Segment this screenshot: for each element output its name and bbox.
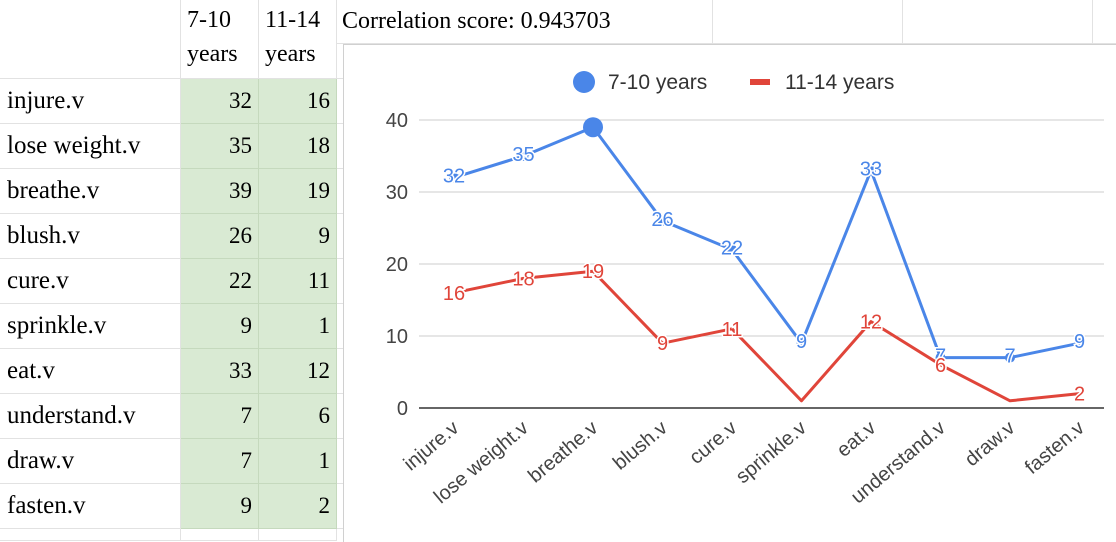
data-label: 7 (1004, 346, 1015, 368)
row-label-cell[interactable]: lose weight.v (0, 124, 181, 169)
data-label: 11 (722, 319, 743, 341)
data-label: 9 (1074, 331, 1085, 353)
y-tick-label: 30 (386, 182, 408, 204)
data-label: 32 (443, 166, 465, 188)
x-tick-label: eat.v (833, 417, 880, 462)
empty-cell[interactable] (259, 529, 337, 541)
empty-cell[interactable] (181, 529, 259, 541)
data-label: 19 (582, 261, 604, 283)
header-cell-a[interactable] (0, 0, 181, 79)
x-tick-label: blush.v (609, 417, 672, 475)
legend-marker-11-14-years (750, 79, 770, 85)
legend-label-7-10-years: 7-10 years (608, 71, 707, 94)
empty-cell[interactable] (1093, 0, 1116, 44)
data-label: 26 (651, 209, 673, 231)
data-label: 9 (657, 333, 668, 355)
value-cell-7-10[interactable]: 35 (181, 124, 259, 169)
data-label: 6 (935, 355, 946, 377)
header-cell-11-14[interactable]: 11-14 years (259, 0, 337, 79)
data-point (657, 215, 668, 226)
data-label: 33 (860, 158, 882, 180)
value-cell-11-14[interactable]: 1 (259, 439, 337, 484)
data-point (449, 172, 459, 183)
empty-cell[interactable] (713, 0, 903, 44)
y-tick-label: 20 (386, 254, 408, 276)
data-label: 35 (512, 144, 534, 166)
data-point (1074, 338, 1085, 349)
legend-marker-7-10-years (573, 71, 595, 93)
value-cell-7-10[interactable]: 39 (181, 169, 259, 214)
y-tick-label: 10 (386, 326, 408, 348)
value-cell-11-14[interactable]: 6 (259, 394, 337, 439)
x-tick-label: breathe.v (524, 417, 602, 487)
x-tick-label: draw.v (961, 417, 1019, 471)
data-point (1005, 352, 1015, 363)
data-point (866, 165, 876, 176)
value-cell-7-10[interactable]: 22 (181, 259, 259, 304)
value-cell-7-10[interactable]: 32 (181, 79, 259, 124)
value-cell-7-10[interactable]: 9 (181, 304, 259, 349)
y-tick-label: 40 (386, 110, 408, 132)
row-label-cell[interactable]: injure.v (0, 79, 181, 124)
series-line-7-10-years (453, 125, 1080, 360)
row-label-cell[interactable]: fasten.v (0, 484, 181, 529)
value-cell-7-10[interactable]: 33 (181, 349, 259, 394)
value-cell-7-10[interactable]: 26 (181, 214, 259, 259)
value-cell-11-14[interactable]: 12 (259, 349, 337, 394)
data-label: 9 (796, 331, 807, 353)
value-cell-11-14[interactable]: 18 (259, 124, 337, 169)
data-label: 22 (721, 238, 743, 260)
x-tick-label: fasten.v (1021, 417, 1089, 479)
row-label-cell[interactable]: blush.v (0, 214, 181, 259)
x-tick-label: cure.v (685, 417, 741, 469)
row-label-cell[interactable]: draw.v (0, 439, 181, 484)
row-label-cell[interactable]: understand.v (0, 394, 181, 439)
y-tick-label: 0 (397, 398, 408, 420)
legend-label-11-14-years: 11-14 years (785, 71, 894, 94)
series-line-11-14-years (453, 269, 1080, 403)
value-cell-11-14[interactable]: 1 (259, 304, 337, 349)
value-cell-7-10[interactable]: 9 (181, 484, 259, 529)
x-tick-label: injure.v (400, 417, 464, 475)
value-cell-11-14[interactable]: 19 (259, 169, 337, 214)
data-label: 12 (860, 312, 882, 334)
value-cell-11-14[interactable]: 2 (259, 484, 337, 529)
value-cell-7-10[interactable]: 7 (181, 394, 259, 439)
row-label-cell[interactable]: cure.v (0, 259, 181, 304)
row-label-cell[interactable]: breathe.v (0, 169, 181, 214)
data-point (796, 338, 807, 349)
data-point (935, 352, 946, 363)
data-point-highlighted (583, 117, 603, 138)
header-cell-7-10[interactable]: 7-10 years (181, 0, 259, 79)
correlation-cell[interactable]: Correlation score: 0.943703 (337, 0, 713, 44)
data-label: 2 (1074, 384, 1085, 406)
empty-cell[interactable] (903, 0, 1093, 44)
value-cell-11-14[interactable]: 9 (259, 214, 337, 259)
row-label-cell[interactable]: sprinkle.v (0, 304, 181, 349)
x-tick-label: sprinkle.v (732, 417, 811, 488)
data-point (518, 151, 529, 161)
data-point (727, 244, 737, 255)
data-label: 18 (512, 268, 534, 290)
row-label-cell[interactable]: eat.v (0, 349, 181, 394)
value-cell-11-14[interactable]: 16 (259, 79, 337, 124)
data-label: 16 (443, 283, 465, 305)
empty-cell[interactable] (0, 529, 181, 541)
value-cell-7-10[interactable]: 7 (181, 439, 259, 484)
value-cell-11-14[interactable]: 11 (259, 259, 337, 304)
line-chart[interactable]: 0 10 20 30 40 injure.v lose weight.v breathe.v b… (343, 44, 1116, 542)
